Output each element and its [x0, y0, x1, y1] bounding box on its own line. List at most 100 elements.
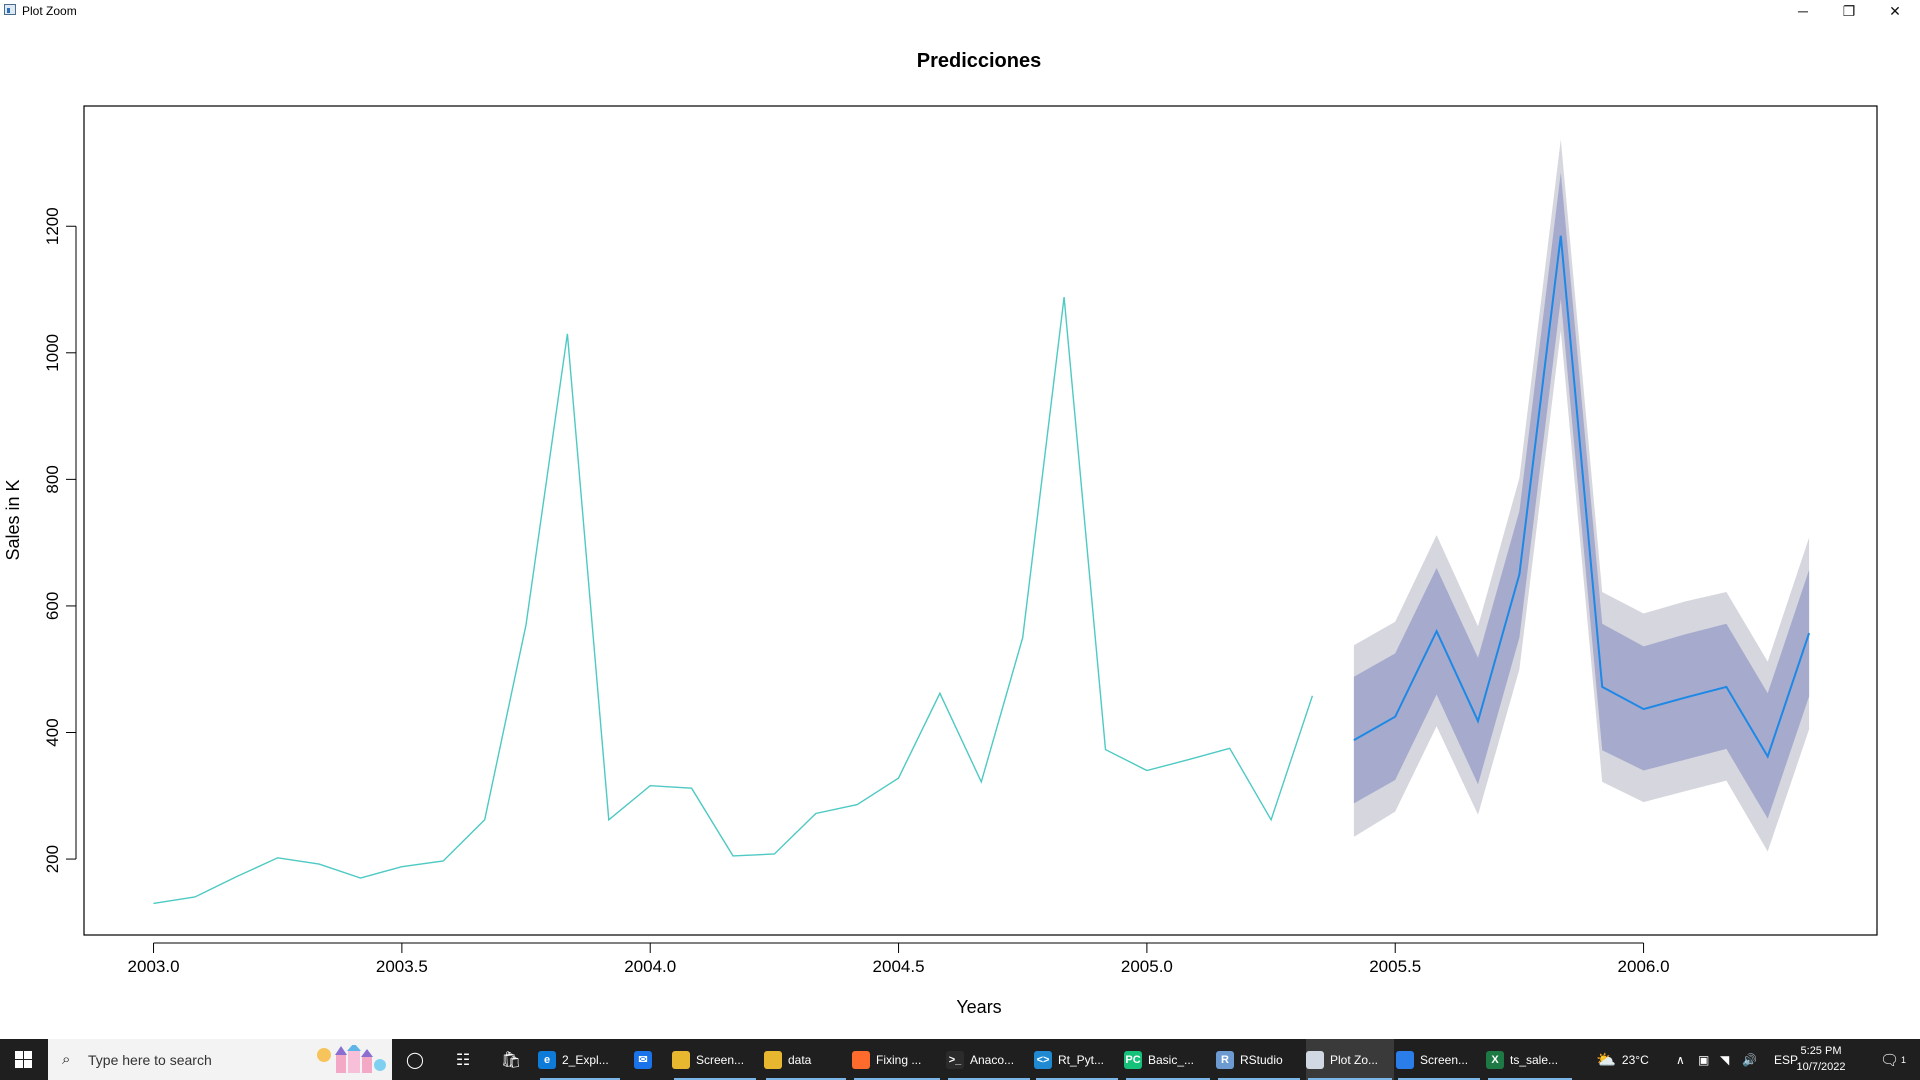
notification-count: 1 — [1901, 1054, 1907, 1065]
running-indicator — [1488, 1078, 1572, 1080]
taskbar-app-9[interactable]: Plot Zo... — [1306, 1039, 1394, 1080]
y-axis-label: Sales in K — [3, 479, 23, 560]
photos-icon — [1396, 1050, 1414, 1069]
weather-widget[interactable]: ⛅ 23°C — [1596, 1039, 1649, 1080]
x-tick-label: 2004.5 — [873, 957, 925, 976]
x-tick-label: 2006.0 — [1618, 957, 1670, 976]
restore-button[interactable]: ❐ — [1842, 2, 1856, 19]
taskbar-app-label: Plot Zo... — [1330, 1052, 1379, 1067]
prediction-bands — [1353, 139, 1810, 852]
cortana-icon[interactable]: ◯ — [406, 1051, 424, 1069]
rstudio-icon: R — [1216, 1050, 1234, 1069]
taskbar-app-5[interactable]: >_ Anaco... — [946, 1039, 1032, 1080]
vscode-icon: <> — [1034, 1050, 1052, 1069]
plot-frame — [83, 105, 1878, 936]
store-icon[interactable]: 🛍 — [500, 1051, 522, 1069]
running-indicator — [1126, 1078, 1210, 1080]
start-button[interactable] — [0, 1039, 46, 1080]
window-titlebar: Plot Zoom ─ ❐ ✕ — [0, 0, 1920, 22]
taskbar-app-label: Anaco... — [970, 1052, 1015, 1067]
taskbar-app-label: data — [788, 1052, 812, 1067]
edge-icon: e — [538, 1050, 556, 1069]
taskbar-app-8[interactable]: R RStudio — [1216, 1039, 1302, 1080]
window-title: Plot Zoom — [22, 4, 77, 18]
pycharm-icon: PC — [1124, 1050, 1142, 1069]
x-tick-label: 2003.0 — [128, 957, 180, 976]
clock-date: 10/7/2022 — [1796, 1061, 1846, 1073]
excel-icon: X — [1486, 1050, 1504, 1069]
y-tick-label: 1200 — [43, 207, 62, 245]
search-highlight-illustration-icon — [317, 1045, 386, 1073]
mail-icon: ✉ — [634, 1050, 652, 1069]
taskbar-app-label: Fixing ... — [876, 1052, 922, 1067]
input-language[interactable]: ESP — [1774, 1052, 1799, 1067]
notification-icon: 🗨 — [1880, 1051, 1900, 1069]
windows-logo-icon — [14, 1051, 32, 1068]
taskbar-app-label: Basic_... — [1148, 1052, 1195, 1067]
x-tick-label: 2004.0 — [624, 957, 676, 976]
x-axis-label: Years — [956, 997, 1001, 1017]
running-indicator — [674, 1078, 756, 1080]
taskbar-app-label: 2_Expl... — [562, 1052, 609, 1067]
taskbar-app-2[interactable]: Screen... — [672, 1039, 758, 1080]
running-indicator — [1036, 1078, 1118, 1080]
y-tick-label: 600 — [43, 592, 62, 620]
running-indicator — [1398, 1078, 1480, 1080]
taskbar-app-4[interactable]: Fixing ... — [852, 1039, 942, 1080]
taskbar-clock[interactable]: 5:25 PM 10/7/2022 — [1786, 1043, 1856, 1075]
y-axis: 200 400 600 800 1000 1200 — [43, 207, 77, 873]
close-button[interactable]: ✕ — [1889, 2, 1901, 19]
plot-window-icon — [1306, 1050, 1324, 1069]
folder-icon — [764, 1050, 782, 1069]
search-placeholder: Type here to search — [88, 1052, 212, 1068]
taskbar-app-6[interactable]: <> Rt_Pyt... — [1034, 1039, 1120, 1080]
y-tick-label: 400 — [43, 718, 62, 746]
taskbar-app-0[interactable]: e 2_Expl... — [538, 1039, 622, 1080]
running-indicator — [766, 1078, 846, 1080]
task-view-icon[interactable]: ☷ — [455, 1051, 471, 1069]
x-axis: 2003.0 2003.5 2004.0 2004.5 2005.0 2005.5 2006… — [128, 942, 1670, 976]
taskbar-app-label: Rt_Pyt... — [1058, 1052, 1105, 1067]
terminal-icon: >_ — [946, 1050, 964, 1069]
notification-center-button[interactable]: 🗨 1 — [1880, 1039, 1906, 1080]
prediction-interval-80-band — [1353, 172, 1810, 819]
x-tick-label: 2005.0 — [1121, 957, 1173, 976]
tray-overflow-chevron-icon[interactable]: ∧ — [1676, 1052, 1685, 1067]
network-wifi-icon[interactable]: ◥ — [1720, 1052, 1730, 1067]
weather-temperature: 23°C — [1621, 1052, 1649, 1067]
taskbar-app-10[interactable]: Screen... — [1396, 1039, 1482, 1080]
running-indicator — [1308, 1078, 1392, 1080]
y-tick-label: 1000 — [43, 334, 62, 372]
search-icon: ⌕ — [62, 1051, 71, 1068]
y-tick-label: 800 — [43, 465, 62, 493]
chart-title: Predicciones — [917, 50, 1042, 72]
taskbar-app-7[interactable]: PC Basic_... — [1124, 1039, 1212, 1080]
running-indicator — [1218, 1078, 1300, 1080]
running-indicator — [854, 1078, 940, 1080]
forecast-chart: Predicciones 2003.0 2003.5 2004.0 2004.5 200… — [3, 50, 1878, 1017]
taskbar-app-1[interactable]: ✉ — [634, 1039, 668, 1080]
taskbar-app-label: ts_sale... — [1510, 1052, 1559, 1067]
taskbar-app-label: Screen... — [1420, 1052, 1469, 1067]
observed-sales-line — [153, 297, 1314, 905]
taskbar: ⌕ Type here to search ◯ ☷ 🛍 e 2_Expl... ✉ S… — [0, 1039, 1920, 1080]
taskbar-app-label: RStudio — [1240, 1052, 1283, 1067]
taskbar-search-box[interactable]: ⌕ Type here to search — [48, 1039, 392, 1080]
x-tick-label: 2003.5 — [376, 957, 428, 976]
meet-now-icon[interactable]: ▣ — [1698, 1052, 1710, 1067]
minimize-button[interactable]: ─ — [1798, 3, 1808, 19]
taskbar-app-3[interactable]: data — [764, 1039, 848, 1080]
y-tick-label: 200 — [43, 845, 62, 873]
taskbar-app-label: Screen... — [696, 1052, 745, 1067]
running-indicator — [948, 1078, 1030, 1080]
running-indicator — [540, 1078, 620, 1080]
weather-cloud-sun-icon: ⛅ — [1596, 1051, 1616, 1069]
plot-window-icon — [4, 4, 16, 15]
volume-icon[interactable]: 🔊 — [1742, 1052, 1757, 1067]
folder-icon — [672, 1050, 690, 1069]
x-tick-label: 2005.5 — [1369, 957, 1421, 976]
forecast-line — [1353, 235, 1811, 759]
firefox-icon — [852, 1050, 870, 1069]
series-lines — [153, 235, 1811, 905]
